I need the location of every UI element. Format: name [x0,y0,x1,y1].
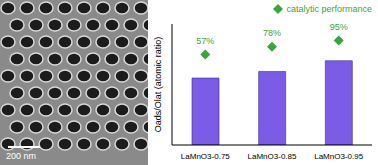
svg-text:LaMnO3-0.75: LaMnO3-0.75 [181,152,230,161]
svg-text:95%: 95% [330,22,348,32]
svg-text:LaMnO3-0.95: LaMnO3-0.95 [314,152,363,161]
html-text:catalytic performance: catalytic performance [286,4,372,14]
svg-text:57%: 57% [196,36,214,46]
svg-text:LaMnO3-0.85: LaMnO3-0.85 [248,152,297,161]
svg-text:Oads/Olat (atomic ratio): Oads/Olat (atomic ratio) [153,37,163,133]
svg-text:200 nm: 200 nm [8,151,36,161]
svg-text:78%: 78% [263,28,281,38]
